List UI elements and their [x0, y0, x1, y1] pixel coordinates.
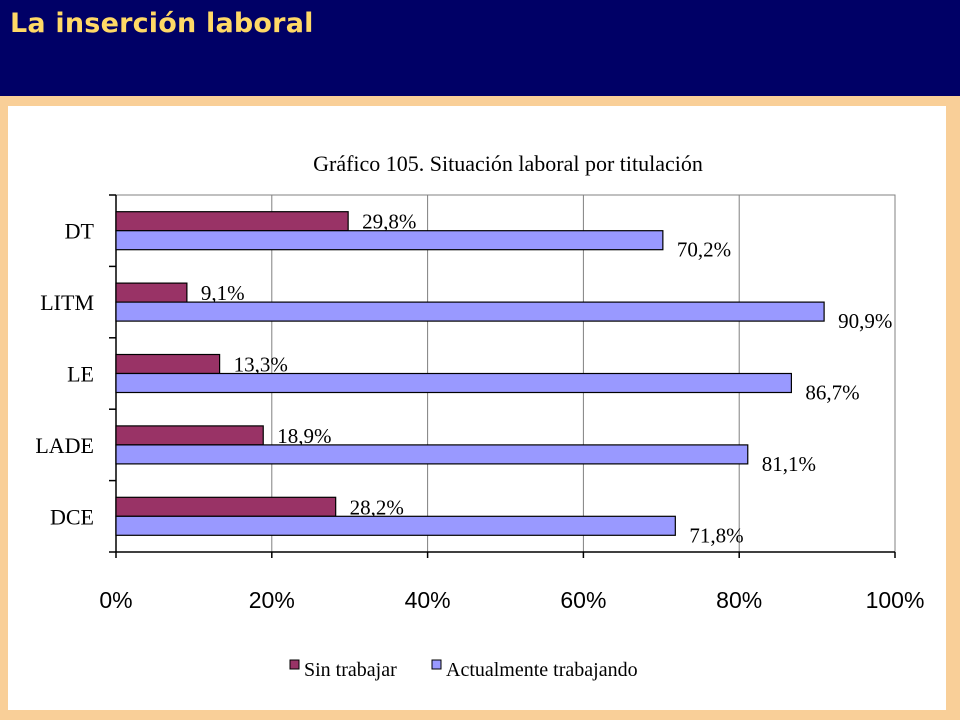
category-label: DT — [65, 219, 95, 244]
data-label: 81,1% — [762, 452, 816, 476]
bar-actualmente-trabajando — [115, 372, 792, 394]
x-tick-label: 0% — [99, 587, 132, 613]
x-tick-label: 100% — [866, 587, 925, 613]
slide-header: La inserción laboral — [0, 0, 960, 96]
data-label: 13,3% — [234, 353, 288, 377]
bar-sin-trabajar — [115, 282, 188, 303]
slide-title: La inserción laboral — [10, 8, 314, 39]
x-tick-label: 20% — [249, 587, 295, 613]
bar-actualmente-trabajando — [115, 515, 676, 536]
bar-sin-trabajar — [115, 425, 264, 446]
chart-panel: Gráfico 105. Situación laboral por titul… — [8, 106, 946, 710]
data-label: 9,1% — [201, 281, 245, 305]
legend-swatch-actualmente-trabajando — [431, 659, 442, 670]
legend-swatch-sin-trabajar — [289, 659, 300, 670]
x-tick-label: 60% — [560, 587, 606, 613]
data-label: 86,7% — [805, 381, 859, 405]
category-label: LITM — [40, 290, 94, 315]
legend-label-actualmente-trabajando: Actualmente trabajando — [446, 659, 638, 681]
bar-actualmente-trabajando — [115, 444, 749, 465]
chart-legend: Sin trabajar Actualmente trabajando — [289, 659, 638, 681]
bar-actualmente-trabajando — [115, 301, 825, 322]
data-label: 90,9% — [838, 309, 892, 333]
x-tick-label: 80% — [716, 587, 762, 613]
x-tick-label: 40% — [405, 587, 451, 613]
legend-label-sin-trabajar: Sin trabajar — [304, 659, 397, 681]
bar-sin-trabajar — [115, 353, 221, 375]
category-label: LADE — [35, 433, 94, 458]
data-label: 71,8% — [689, 523, 743, 547]
bar-actualmente-trabajando — [115, 230, 664, 251]
plot-area: 0% 20% 40% 60% 80% 100% DT LITM LE LADE DCE 29,8% 70… — [35, 194, 925, 613]
bar-sin-trabajar — [115, 211, 349, 232]
category-label: DCE — [50, 504, 94, 529]
bar-sin-trabajar — [115, 496, 337, 517]
category-label: LE — [67, 362, 94, 387]
chart-title: Gráfico 105. Situación laboral por titul… — [313, 151, 703, 176]
data-label: 29,8% — [362, 210, 416, 234]
data-label: 28,2% — [350, 495, 404, 519]
data-label: 18,9% — [277, 424, 331, 448]
data-label: 70,2% — [677, 238, 731, 262]
bar-chart: Gráfico 105. Situación laboral por titul… — [35, 151, 925, 681]
